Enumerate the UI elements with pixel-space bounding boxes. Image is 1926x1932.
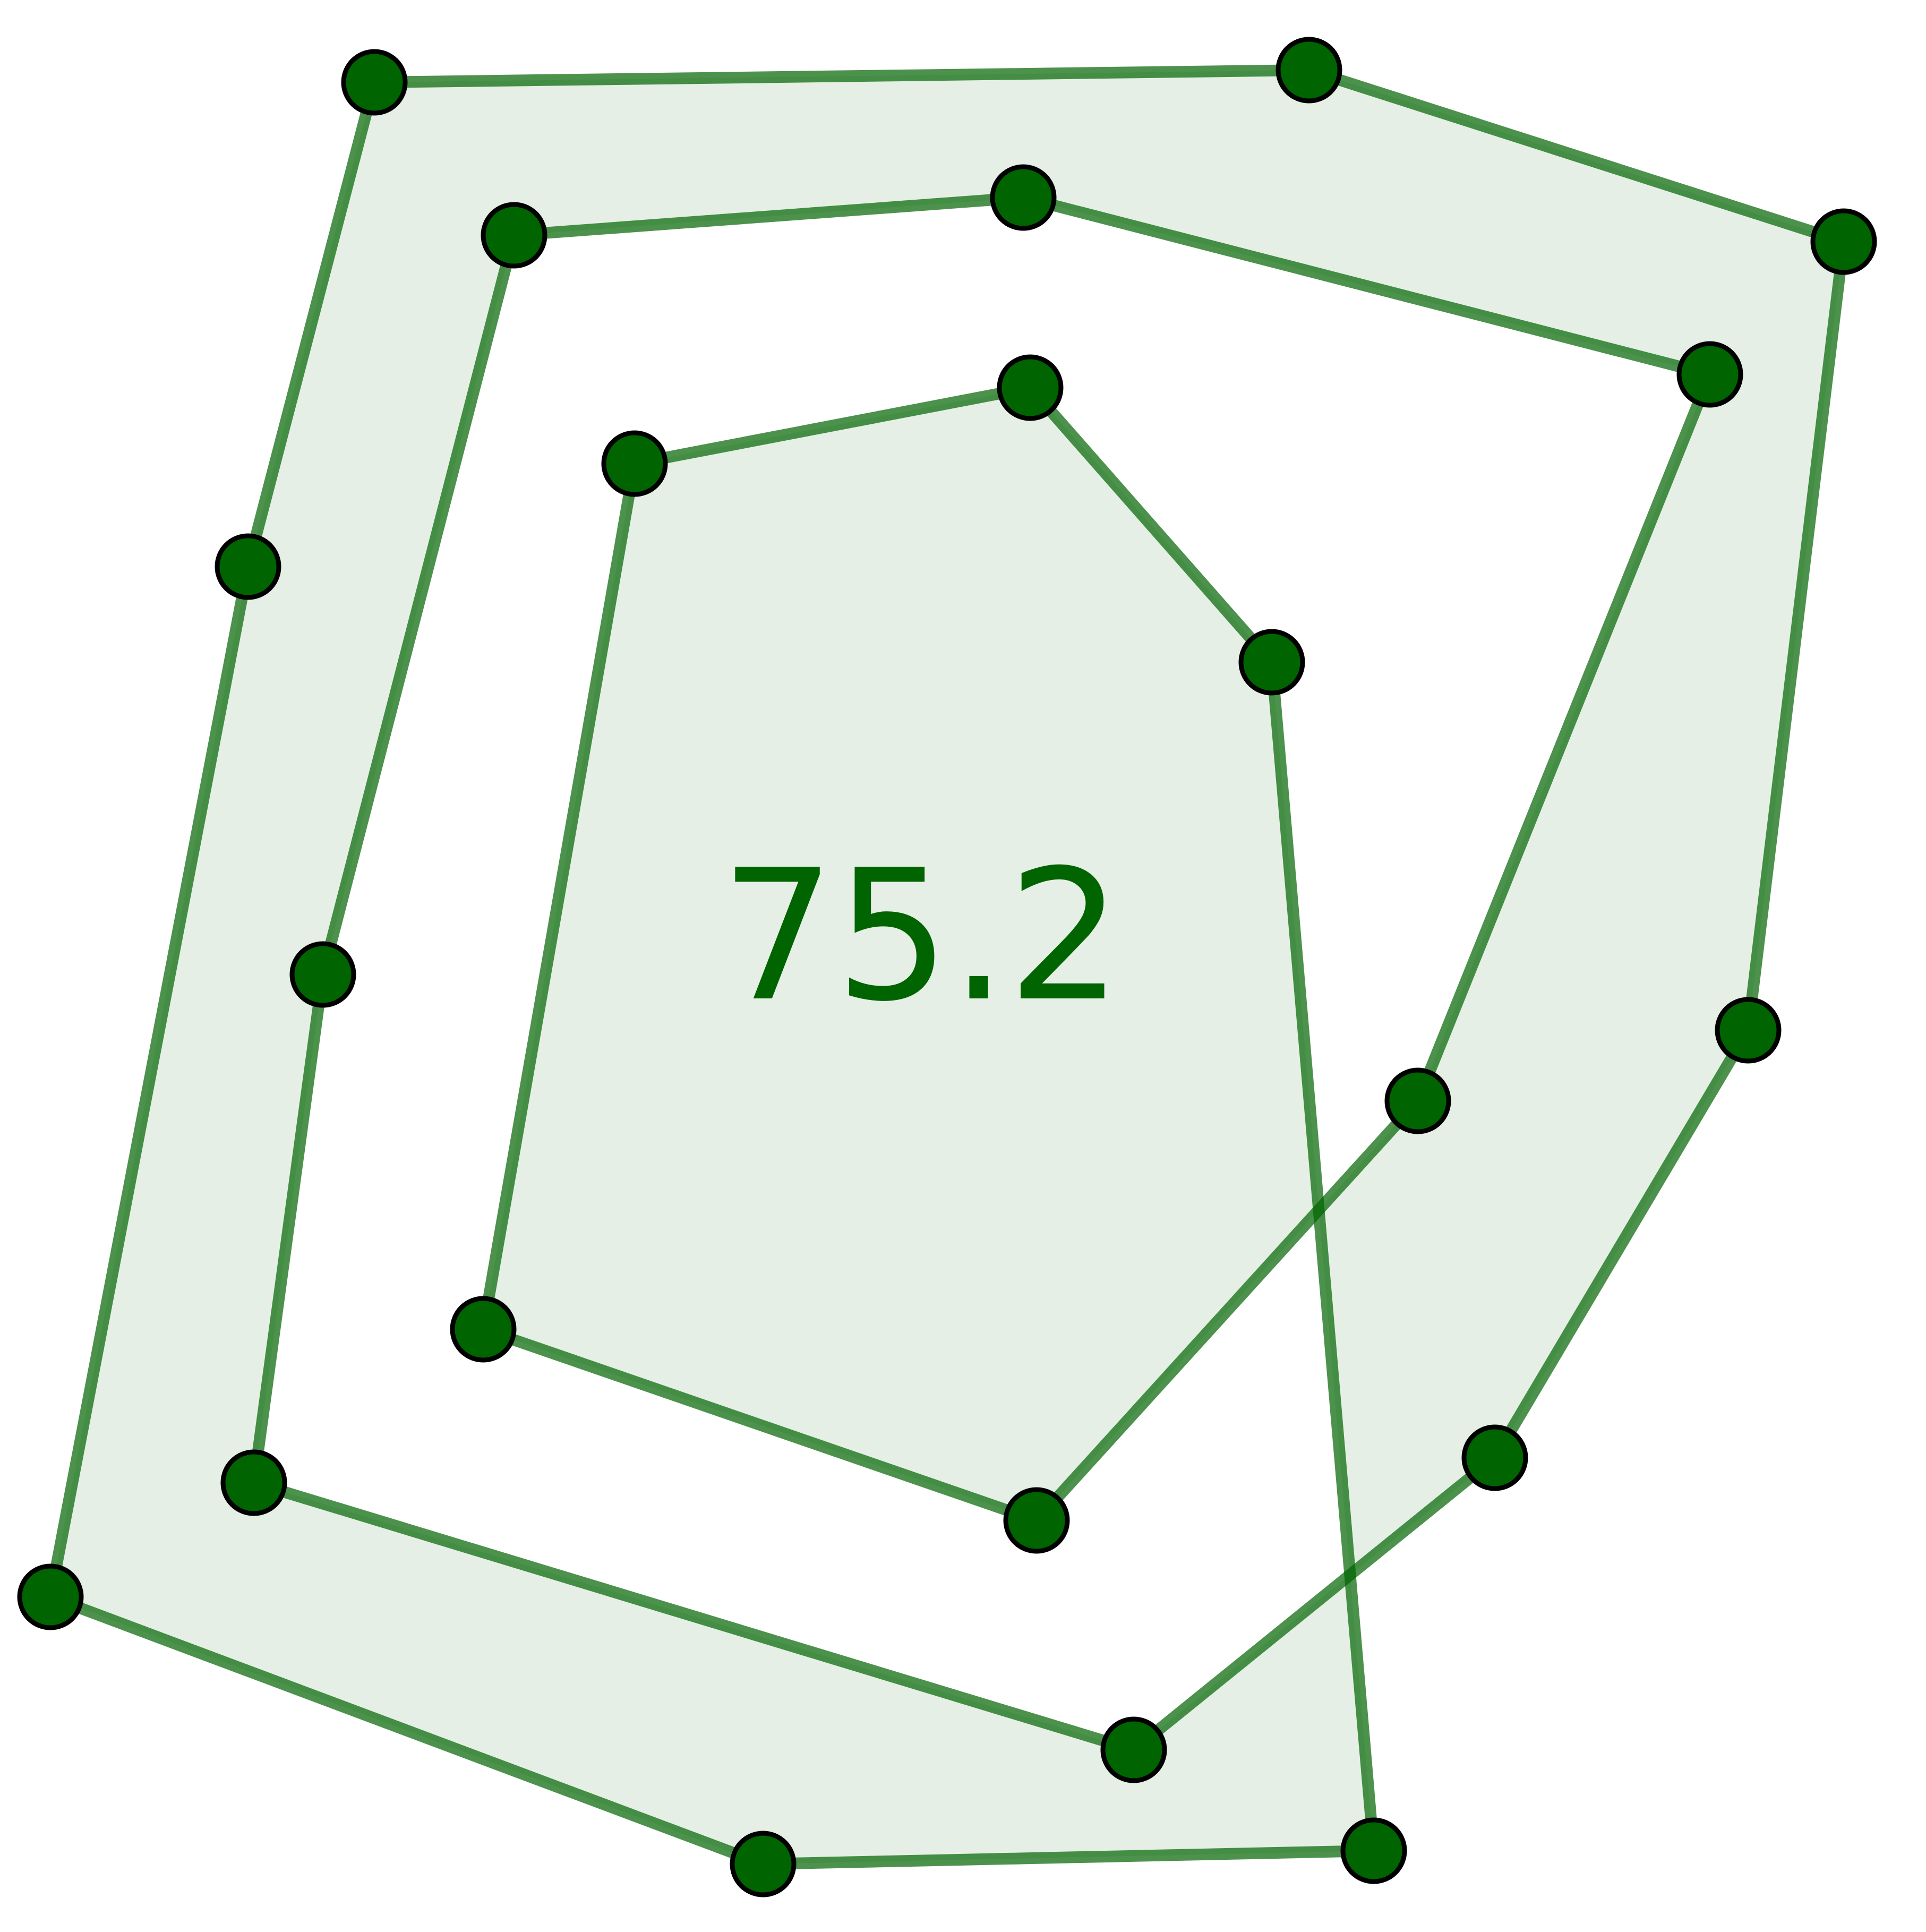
polygon-edge [45, 561, 254, 1603]
polygon-vertex[interactable] [730, 1831, 797, 1897]
polygon-vertex[interactable] [1461, 1424, 1528, 1491]
polygon-vertex[interactable] [17, 1563, 84, 1630]
polygon-vertex[interactable] [450, 1296, 517, 1363]
polygon-edge [1303, 64, 1850, 247]
polygon-vertex[interactable] [1715, 997, 1782, 1064]
polygon-edge [1024, 382, 1278, 668]
polygon-edge [248, 969, 329, 1489]
polygon-edge [477, 458, 640, 1335]
polygon-edges [45, 64, 1850, 1870]
polygon-vertex[interactable] [990, 164, 1057, 231]
polygon-vertex[interactable] [481, 202, 547, 269]
area-label: 75.2 [720, 831, 1122, 1041]
polygon-edge [248, 1477, 1140, 1756]
polygon-vertex[interactable] [1003, 1487, 1070, 1554]
polygon-vertex[interactable] [1100, 1716, 1167, 1783]
polygon-edge [629, 382, 1036, 469]
polygon-fill [50, 70, 1844, 1864]
polygon-vertex[interactable] [215, 533, 281, 600]
polygon-edge [1742, 236, 1850, 1036]
polygon-edge [369, 64, 1315, 88]
polygon-edge [508, 192, 1029, 241]
polygon-vertices [17, 37, 1877, 1897]
polygon-edge [1031, 1095, 1424, 1526]
polygon-vertex[interactable] [1384, 1067, 1451, 1134]
polygon-edge [1489, 1024, 1754, 1464]
polygon-vertex[interactable] [1276, 37, 1342, 104]
polygon-vertex[interactable] [289, 941, 356, 1008]
polygon-edge [1412, 369, 1716, 1107]
polygon-vertex[interactable] [1340, 1817, 1407, 1884]
polygon-vertex[interactable] [1810, 208, 1877, 275]
polygon-edge [317, 229, 520, 980]
polygon-edge [242, 76, 380, 572]
polygon-edge [1266, 656, 1380, 1857]
polygon-edge [1128, 1452, 1501, 1756]
polygon-edge [1017, 192, 1716, 380]
polygon-vertex[interactable] [997, 354, 1064, 421]
polygon-vertex[interactable] [1238, 629, 1305, 696]
polygon-edge [45, 1591, 769, 1870]
polygon-edge [757, 1845, 1380, 1870]
polygon-vertex[interactable] [1676, 341, 1743, 408]
polygon-vertex[interactable] [220, 1449, 287, 1516]
polygon-edge [477, 1323, 1042, 1526]
polygon-vertex[interactable] [341, 49, 408, 116]
polygon-vertex[interactable] [601, 430, 668, 497]
